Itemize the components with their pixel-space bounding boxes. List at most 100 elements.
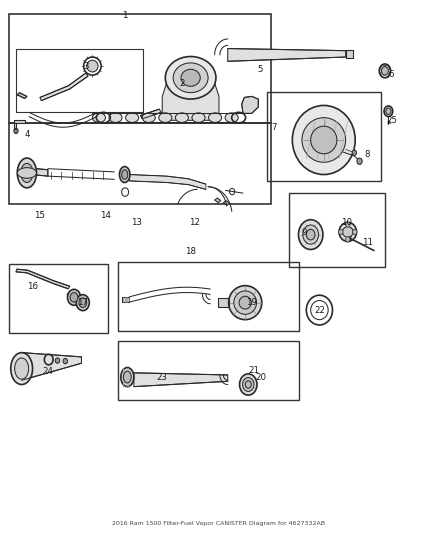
Ellipse shape: [243, 377, 254, 391]
Polygon shape: [130, 174, 206, 189]
Bar: [10, 264, 108, 333]
Text: 18: 18: [185, 247, 196, 256]
Text: 2: 2: [179, 78, 185, 87]
Polygon shape: [242, 96, 258, 114]
Bar: [267, 92, 381, 181]
Ellipse shape: [352, 150, 357, 156]
Ellipse shape: [79, 298, 87, 308]
Polygon shape: [122, 297, 130, 302]
Ellipse shape: [347, 235, 351, 239]
Ellipse shape: [234, 291, 257, 314]
Ellipse shape: [298, 220, 323, 249]
Text: 5: 5: [258, 66, 263, 74]
Text: 13: 13: [131, 219, 141, 228]
Bar: [16, 49, 143, 112]
Ellipse shape: [353, 229, 357, 235]
Text: 25: 25: [386, 116, 397, 125]
Ellipse shape: [175, 113, 188, 123]
Ellipse shape: [240, 374, 257, 395]
Ellipse shape: [292, 106, 355, 174]
Polygon shape: [67, 290, 77, 298]
Ellipse shape: [311, 126, 337, 154]
Polygon shape: [16, 269, 70, 289]
Text: 11: 11: [362, 238, 373, 247]
Bar: [9, 14, 271, 123]
Ellipse shape: [229, 286, 262, 320]
Polygon shape: [14, 123, 16, 130]
Polygon shape: [346, 50, 353, 58]
Polygon shape: [134, 373, 228, 386]
Ellipse shape: [122, 169, 128, 179]
Ellipse shape: [92, 113, 106, 123]
Bar: [9, 123, 271, 204]
Ellipse shape: [379, 64, 391, 78]
Ellipse shape: [245, 381, 251, 388]
Polygon shape: [218, 298, 229, 307]
Polygon shape: [21, 353, 81, 380]
Text: 16: 16: [27, 282, 38, 291]
Polygon shape: [162, 80, 219, 120]
Ellipse shape: [126, 113, 139, 123]
Polygon shape: [40, 73, 88, 101]
Ellipse shape: [17, 158, 36, 188]
Polygon shape: [228, 49, 346, 61]
Text: 17: 17: [77, 298, 88, 307]
Ellipse shape: [121, 368, 134, 386]
Ellipse shape: [120, 166, 130, 182]
Text: 7: 7: [271, 123, 276, 132]
Ellipse shape: [55, 358, 60, 364]
Text: 8: 8: [365, 150, 370, 159]
Ellipse shape: [142, 113, 155, 123]
Ellipse shape: [14, 130, 17, 133]
Ellipse shape: [239, 296, 251, 309]
Text: 21: 21: [248, 366, 259, 375]
Ellipse shape: [109, 113, 122, 123]
Polygon shape: [223, 200, 230, 205]
Text: 1: 1: [122, 11, 128, 20]
Text: 3: 3: [83, 62, 88, 70]
Bar: [118, 341, 299, 400]
Ellipse shape: [76, 295, 89, 311]
Ellipse shape: [386, 108, 391, 115]
Ellipse shape: [381, 67, 389, 75]
Text: 9: 9: [301, 228, 307, 237]
Ellipse shape: [343, 227, 353, 237]
Bar: [289, 193, 385, 266]
Ellipse shape: [346, 237, 350, 242]
Ellipse shape: [87, 60, 98, 72]
Ellipse shape: [14, 358, 28, 379]
Ellipse shape: [225, 113, 238, 123]
Text: 20: 20: [255, 373, 266, 382]
Polygon shape: [36, 168, 48, 176]
Ellipse shape: [63, 359, 67, 364]
Ellipse shape: [159, 113, 172, 123]
Ellipse shape: [11, 353, 32, 384]
Text: 4: 4: [25, 130, 31, 139]
Text: 23: 23: [157, 373, 168, 382]
Ellipse shape: [124, 371, 131, 383]
Ellipse shape: [303, 225, 318, 244]
Ellipse shape: [192, 113, 205, 123]
Ellipse shape: [346, 222, 350, 227]
Text: 12: 12: [190, 219, 201, 228]
Ellipse shape: [165, 56, 216, 99]
Polygon shape: [17, 93, 27, 99]
Text: 2016 Ram 1500 Filter-Fuel Vapor CANISTER Diagram for 4627332AB: 2016 Ram 1500 Filter-Fuel Vapor CANISTER…: [113, 521, 325, 526]
Ellipse shape: [339, 229, 343, 235]
Ellipse shape: [67, 289, 81, 305]
Ellipse shape: [17, 167, 36, 178]
Text: 22: 22: [314, 305, 325, 314]
Ellipse shape: [70, 293, 78, 302]
Ellipse shape: [302, 118, 346, 163]
Text: 10: 10: [341, 219, 352, 228]
Polygon shape: [141, 109, 161, 119]
Ellipse shape: [384, 106, 393, 117]
Ellipse shape: [339, 222, 357, 241]
Ellipse shape: [181, 69, 200, 86]
Ellipse shape: [173, 63, 208, 93]
Text: 14: 14: [100, 211, 111, 220]
Ellipse shape: [21, 164, 33, 182]
Text: 19: 19: [246, 298, 257, 307]
Text: 15: 15: [35, 211, 46, 220]
Ellipse shape: [306, 229, 315, 240]
